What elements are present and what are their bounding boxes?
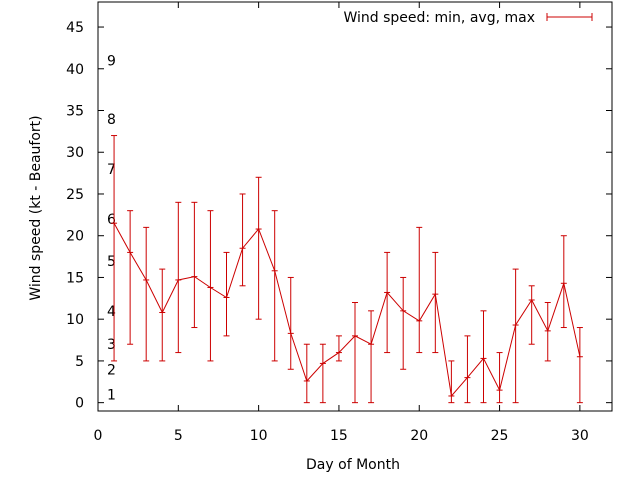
y-tick-label: 5 bbox=[75, 354, 84, 370]
y-tick-label: 45 bbox=[66, 20, 84, 36]
x-tick-label: 30 bbox=[571, 428, 589, 444]
y-tick-label: 0 bbox=[75, 396, 84, 412]
beaufort-label: 6 bbox=[107, 212, 116, 228]
x-axis-label: Day of Month bbox=[306, 457, 400, 473]
y-tick-label: 15 bbox=[66, 270, 84, 286]
beaufort-label: 7 bbox=[107, 162, 116, 178]
x-tick-label: 10 bbox=[250, 428, 268, 444]
plot-frame bbox=[97, 1, 613, 412]
y-tick-label: 40 bbox=[66, 62, 84, 78]
beaufort-label: 9 bbox=[107, 53, 116, 69]
beaufort-label: 4 bbox=[107, 304, 116, 320]
y-tick-label: 25 bbox=[66, 187, 84, 203]
y-tick-label: 30 bbox=[66, 145, 84, 161]
beaufort-label: 2 bbox=[107, 362, 116, 378]
x-tick-label: 5 bbox=[174, 428, 183, 444]
y-tick-label: 20 bbox=[66, 229, 84, 245]
beaufort-label: 8 bbox=[107, 112, 116, 128]
x-tick-label: 0 bbox=[94, 428, 103, 444]
y-tick-label: 10 bbox=[66, 312, 84, 328]
x-tick-label: 20 bbox=[410, 428, 428, 444]
series-line bbox=[113, 222, 581, 398]
x-tick-label: 15 bbox=[330, 428, 348, 444]
y-tick-label: 35 bbox=[66, 104, 84, 120]
beaufort-label: 3 bbox=[107, 337, 116, 353]
x-tick-label: 25 bbox=[491, 428, 509, 444]
legend: Wind speed: min, avg, max bbox=[343, 10, 593, 26]
y-axis-label: Wind speed (kt - Beaufort) bbox=[28, 115, 44, 300]
beaufort-label: 5 bbox=[107, 254, 116, 270]
beaufort-label: 1 bbox=[107, 387, 116, 403]
legend-label: Wind speed: min, avg, max bbox=[343, 10, 535, 26]
